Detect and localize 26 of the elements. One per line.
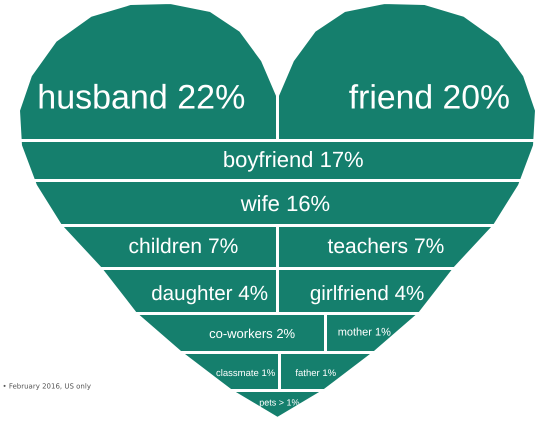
category-label: children xyxy=(128,235,202,258)
data-label: 22% xyxy=(177,78,246,116)
category-label: mother xyxy=(338,326,372,338)
data-label: 1% xyxy=(261,368,276,379)
data-label: 7% xyxy=(414,235,444,258)
category-label: father xyxy=(295,368,320,379)
data-label: > 1% xyxy=(278,398,300,408)
data-label: 1% xyxy=(322,368,337,379)
category-label: classmate xyxy=(216,368,259,379)
data-label: 1% xyxy=(375,326,392,338)
data-label: 16% xyxy=(286,191,330,216)
data-label: 2% xyxy=(276,326,296,341)
category-label: husband xyxy=(37,78,168,116)
category-label: pets xyxy=(259,398,277,408)
category-label: girlfriend xyxy=(310,282,389,305)
category-label: daughter xyxy=(151,282,233,305)
data-label: 20% xyxy=(442,78,510,116)
data-label: 17% xyxy=(320,147,364,172)
data-label: 4% xyxy=(238,282,268,305)
data-label: 4% xyxy=(394,282,424,305)
category-label: friend xyxy=(348,78,434,116)
category-label: boyfriend xyxy=(222,147,314,172)
data-label: 7% xyxy=(208,235,238,258)
category-label: wife xyxy=(240,191,280,216)
category-label: teachers xyxy=(328,235,408,258)
category-label: co-workers xyxy=(209,326,274,341)
